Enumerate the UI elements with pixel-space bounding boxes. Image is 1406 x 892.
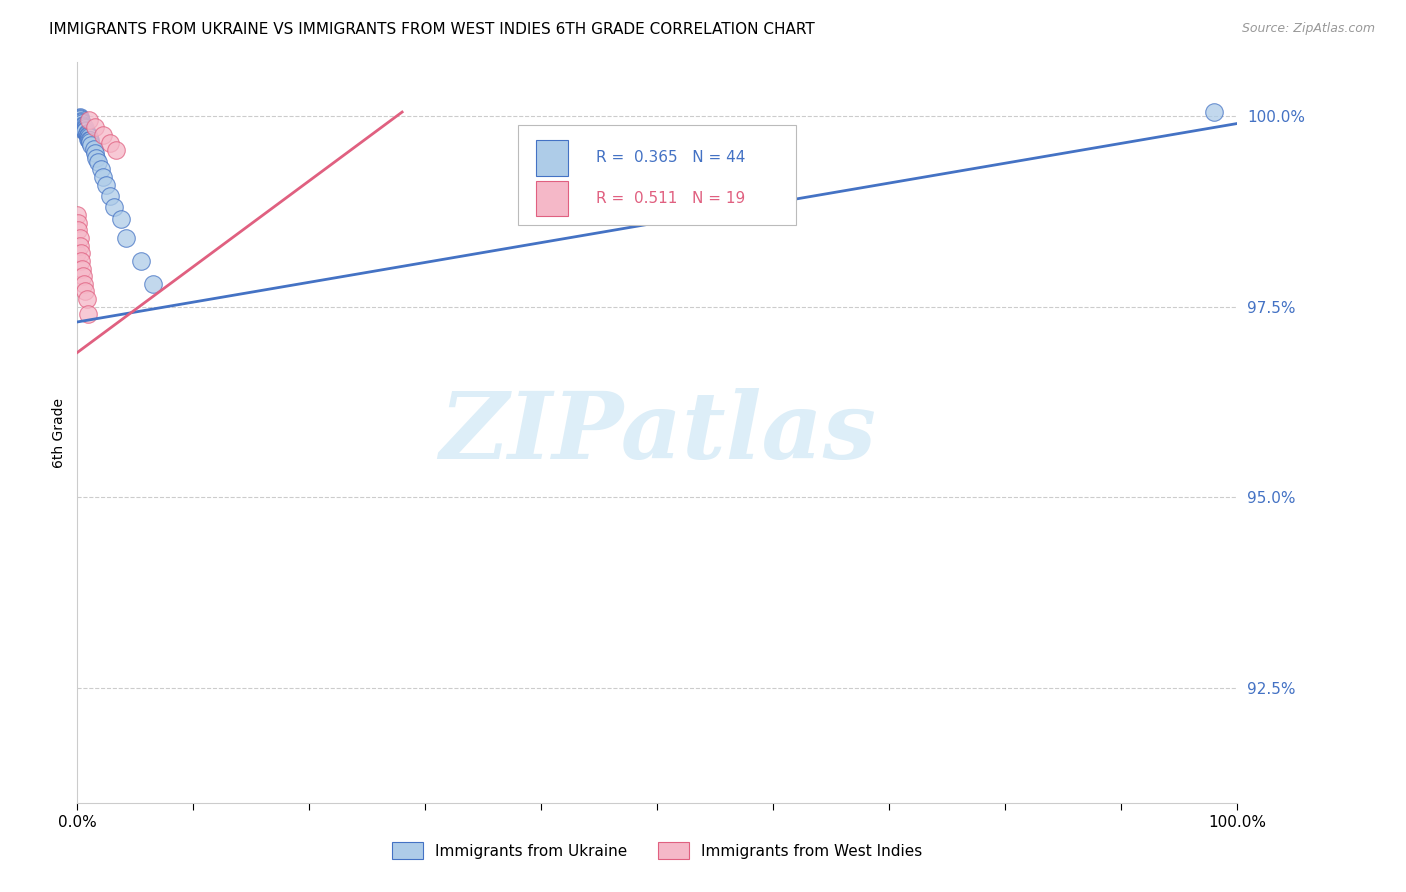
Point (103, 201, 125, 215)
Point (66, 114, 89, 128)
Point (77, 112, 100, 127)
FancyBboxPatch shape (517, 126, 796, 226)
Point (115, 231, 138, 245)
Point (69, 111, 91, 125)
Point (77, 132, 100, 146)
Text: IMMIGRANTS FROM UKRAINE VS IMMIGRANTS FROM WEST INDIES 6TH GRADE CORRELATION CHA: IMMIGRANTS FROM UKRAINE VS IMMIGRANTS FR… (49, 22, 815, 37)
Point (73, 120, 96, 135)
Point (69, 253, 91, 268)
Point (110, 211, 132, 226)
Point (66, 113, 89, 128)
Point (1202, 105, 1225, 120)
Point (75, 285, 97, 299)
Text: R =  0.365   N = 44: R = 0.365 N = 44 (596, 151, 745, 165)
Point (72, 269, 94, 284)
Point (73, 277, 96, 291)
Point (76, 128, 98, 142)
Point (98, 136, 121, 150)
Point (75, 121, 97, 136)
Point (96, 178, 118, 192)
Point (76, 129, 98, 144)
Point (69, 238, 91, 252)
Point (104, 143, 127, 157)
Point (66, 246, 89, 260)
Point (72, 122, 94, 136)
Point (77, 130, 100, 145)
Point (142, 277, 165, 291)
Text: Source: ZipAtlas.com: Source: ZipAtlas.com (1241, 22, 1375, 36)
Point (87, 154, 110, 169)
Point (76, 127, 98, 141)
Point (76, 126, 98, 140)
Point (76, 307, 98, 321)
Text: ZIPatlas: ZIPatlas (439, 388, 876, 477)
Point (83, 120, 105, 135)
Point (84, 151, 107, 165)
Point (76, 132, 98, 146)
Point (129, 253, 152, 268)
Point (75, 124, 97, 138)
FancyBboxPatch shape (536, 140, 568, 176)
Point (90, 162, 111, 177)
Point (73, 121, 96, 136)
Point (70, 116, 93, 130)
Point (66, 208, 89, 222)
Point (67, 216, 90, 230)
Legend: Immigrants from Ukraine, Immigrants from West Indies: Immigrants from Ukraine, Immigrants from… (387, 836, 928, 865)
Point (66, 112, 89, 127)
Point (83, 145, 105, 160)
Point (79, 133, 101, 147)
Point (75, 122, 97, 136)
Point (76, 292, 98, 306)
Point (69, 115, 91, 129)
Point (91, 128, 114, 142)
Point (72, 119, 94, 133)
Point (69, 111, 91, 125)
Point (69, 114, 91, 128)
Point (69, 112, 91, 126)
Point (98, 189, 121, 203)
Y-axis label: 6th Grade: 6th Grade (52, 398, 66, 467)
Point (91, 169, 114, 184)
Point (70, 261, 93, 276)
Point (80, 137, 103, 152)
Point (67, 223, 90, 237)
Point (70, 120, 93, 135)
Point (69, 231, 91, 245)
Point (72, 118, 94, 132)
Text: R =  0.511   N = 19: R = 0.511 N = 19 (596, 191, 745, 206)
Point (79, 135, 101, 149)
Point (83, 143, 105, 157)
FancyBboxPatch shape (536, 181, 568, 217)
Point (69, 246, 91, 260)
Point (66, 111, 89, 125)
Point (66, 112, 89, 126)
